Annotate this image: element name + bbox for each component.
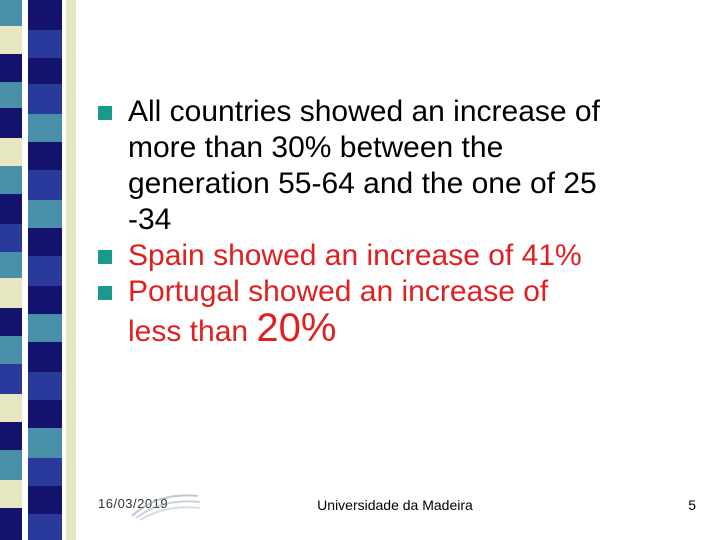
decorative-block (28, 400, 62, 428)
decorative-block (0, 450, 22, 480)
decorative-block-column (0, 0, 80, 540)
decorative-block (0, 278, 22, 308)
decorative-block (28, 372, 62, 400)
bullet-item: All countries showed an increase of more… (98, 94, 708, 238)
bullet-square-icon (98, 286, 112, 300)
bullet-line: generation 55-64 and the one of 25 (128, 167, 597, 200)
decorative-block (28, 228, 62, 256)
decorative-block (0, 54, 22, 82)
decorative-block (28, 58, 62, 84)
decorative-block (28, 200, 62, 228)
decorative-block (0, 166, 22, 194)
decorative-block (28, 314, 62, 342)
decorative-block (28, 342, 62, 372)
university-logo-icon (131, 494, 201, 521)
decorative-block (28, 30, 62, 58)
page-number: 5 (688, 497, 696, 513)
decorative-block (28, 428, 62, 458)
bullet-line: more than 30% between the (128, 131, 504, 164)
decorative-block (0, 194, 22, 224)
decorative-block (66, 0, 76, 540)
decorative-block (28, 286, 62, 314)
bullet-text: Portugal showed an increase of (128, 275, 549, 308)
decorative-block (28, 114, 62, 142)
decorative-block (0, 252, 22, 278)
decorative-block (28, 486, 62, 514)
decorative-block (0, 364, 22, 394)
decorative-block (0, 480, 22, 508)
decorative-block (0, 26, 22, 54)
bullet-square-icon (98, 106, 112, 120)
decorative-block (0, 224, 22, 252)
decorative-block (28, 458, 62, 486)
bullet-emphasis: 20% (256, 306, 337, 350)
decorative-block (0, 82, 22, 108)
decorative-block (28, 514, 62, 540)
decorative-block (0, 138, 22, 166)
decorative-block (0, 0, 22, 26)
bullet-text: Spain showed an increase of 41% (128, 239, 582, 272)
bullet-line: -34 (128, 203, 172, 236)
bullet-square-icon (98, 250, 112, 264)
bullet-item: Spain showed an increase of 41% (98, 238, 708, 274)
footer-date: 16/03/2019 (98, 496, 169, 511)
decorative-block (28, 0, 62, 30)
decorative-block (0, 394, 22, 422)
bullet-item: Portugal showed an increase of less than… (98, 274, 708, 350)
footer-institution: Universidade da Madeira (317, 497, 473, 513)
decorative-block (28, 142, 62, 170)
decorative-block (28, 84, 62, 114)
decorative-block (0, 336, 22, 364)
bullet-text-continuation: less than 20% (128, 308, 708, 350)
decorative-block (0, 108, 22, 138)
decorative-block (0, 508, 22, 540)
decorative-block (0, 422, 22, 450)
bullet-list: All countries showed an increase of more… (98, 94, 708, 350)
decorative-block (28, 256, 62, 286)
bullet-text-part: less than (128, 315, 257, 348)
decorative-block (28, 170, 62, 200)
decorative-block (0, 308, 22, 336)
bullet-line: All countries showed an increase of (128, 95, 600, 128)
